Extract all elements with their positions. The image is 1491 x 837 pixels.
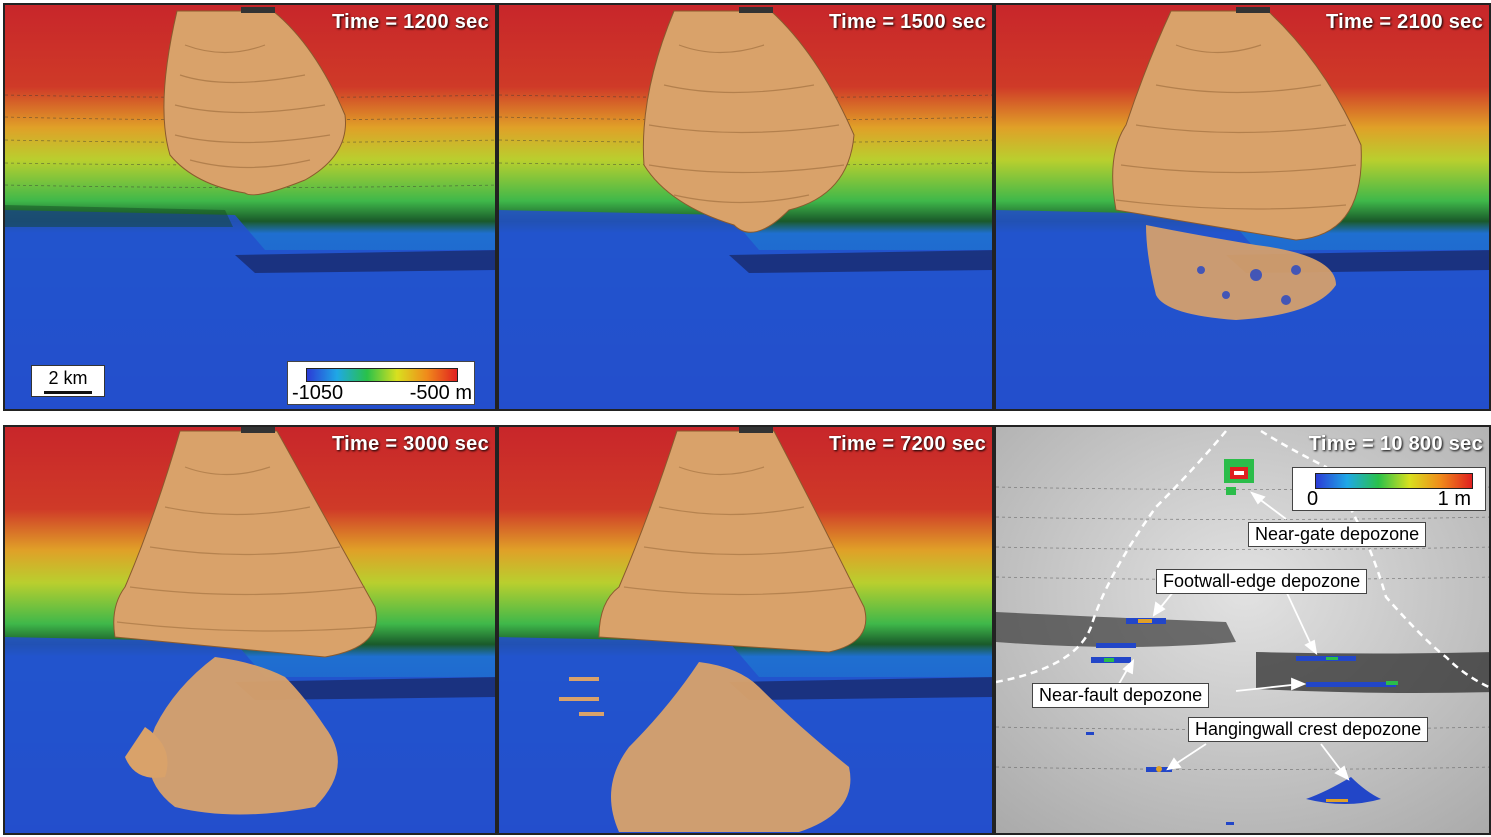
bathymetry-map xyxy=(5,5,495,409)
depth-colorbar-ramp xyxy=(306,368,458,382)
scale-bar: 2 km xyxy=(31,365,105,397)
time-label: Time = 1500 sec xyxy=(828,11,986,33)
panel-t2100: Time = 2100 sec xyxy=(994,3,1491,411)
bathymetry-map xyxy=(5,427,495,833)
scale-bar-label: 2 km xyxy=(48,368,88,388)
time-label: Time = 10 800 sec xyxy=(1308,433,1483,455)
depth-colorbar: -1050 -500 m xyxy=(287,361,475,405)
bathymetry-map xyxy=(499,427,992,833)
thickness-colorbar: 0 1 m xyxy=(1292,467,1486,511)
thickness-colorbar-ramp xyxy=(1315,473,1473,489)
near-gate-depozone-label: Near-gate depozone xyxy=(1248,522,1427,547)
thickness-colorbar-max: 1 m xyxy=(1437,488,1471,510)
thickness-map xyxy=(996,427,1489,833)
hangingwall-crest-depozone-label: Hangingwall crest depozone xyxy=(1188,717,1429,742)
time-label: Time = 1200 sec xyxy=(331,11,489,33)
bathymetry-map xyxy=(996,5,1489,409)
panel-t7200: Time = 7200 sec xyxy=(497,425,994,835)
panel-t1200: Time = 1200 sec 2 km -1050 -500 m xyxy=(3,3,497,411)
bathymetry-map xyxy=(499,5,992,409)
depth-colorbar-max: -500 m xyxy=(409,382,472,404)
panel-t3000: Time = 3000 sec xyxy=(3,425,497,835)
time-label: Time = 2100 sec xyxy=(1325,11,1483,33)
near-fault-depozone-label: Near-fault depozone xyxy=(1032,683,1210,708)
thickness-colorbar-min: 0 xyxy=(1307,488,1319,510)
panel-t10800: Time = 10 800 sec 0 1 m Near-gate depozo… xyxy=(994,425,1491,835)
footwall-edge-depozone-label: Footwall-edge depozone xyxy=(1156,569,1368,594)
panel-t1500: Time = 1500 sec xyxy=(497,3,994,411)
time-label: Time = 7200 sec xyxy=(828,433,986,455)
scale-bar-line xyxy=(44,391,92,394)
time-label: Time = 3000 sec xyxy=(331,433,489,455)
depth-colorbar-min: -1050 xyxy=(292,382,344,404)
